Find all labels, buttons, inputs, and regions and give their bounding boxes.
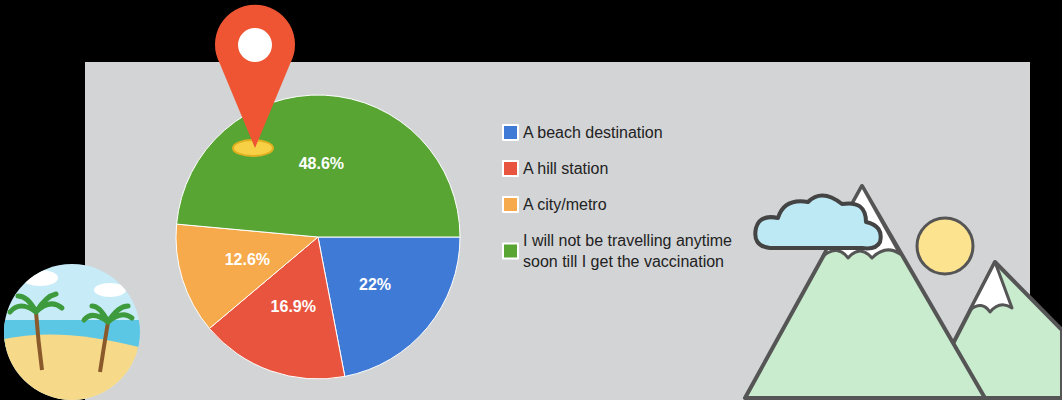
- svg-text:A hill station: A hill station: [523, 160, 608, 177]
- svg-text:soon till I get the vaccinatio: soon till I get the vaccination: [523, 253, 724, 270]
- svg-text:48.6%: 48.6%: [299, 155, 344, 172]
- svg-text:I will not be travelling anyti: I will not be travelling anytime: [523, 232, 736, 249]
- svg-text:12.6%: 12.6%: [225, 251, 270, 268]
- svg-text:A beach destination: A beach destination: [523, 124, 663, 141]
- svg-text:16.9%: 16.9%: [271, 298, 316, 315]
- svg-text:A city/metro: A city/metro: [523, 196, 607, 213]
- svg-text:22%: 22%: [359, 276, 391, 293]
